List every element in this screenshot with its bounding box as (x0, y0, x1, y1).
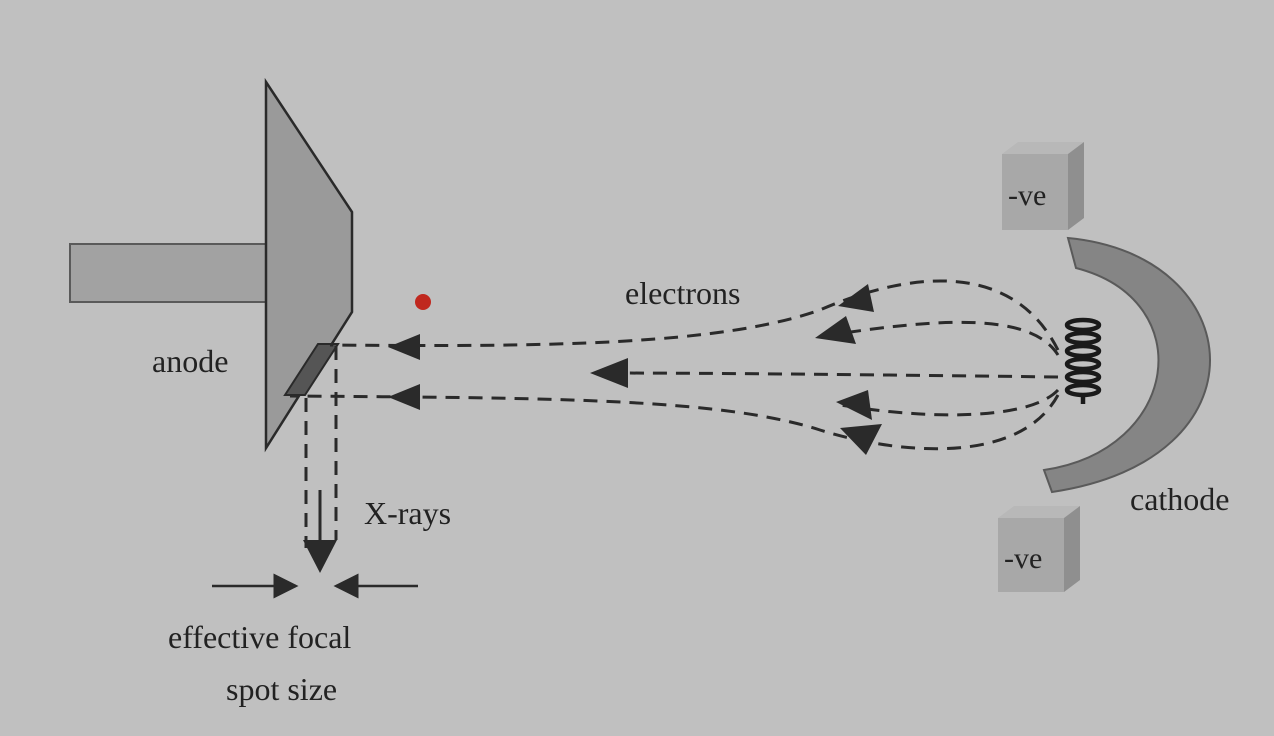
plate-bottom-label: -ve (1004, 542, 1042, 575)
electron-beam-upper (329, 279, 1060, 351)
negative-plate-top (1002, 142, 1084, 230)
electron-arrowheads (388, 284, 882, 455)
arrowhead-beam-center (590, 358, 628, 388)
arrowhead-beam-top-left (388, 334, 420, 360)
electron-beam-center (594, 371, 1059, 379)
arrowhead-upper-outer (838, 284, 874, 312)
focal-spot-label-line2: spot size (226, 671, 337, 707)
xrays-label: X-rays (364, 495, 451, 531)
cathode-label: cathode (1130, 481, 1230, 517)
arrowhead-beam-bottom-left (388, 384, 420, 410)
electrons-label: electrons (625, 275, 741, 311)
electron-beam-lower (289, 394, 1060, 451)
anode-label: anode (152, 343, 228, 379)
cathode-cup (1042, 236, 1211, 494)
xray-arrowhead (303, 540, 337, 573)
arrowhead-lower-inner (836, 390, 872, 420)
anode-disc (264, 77, 354, 453)
focal-spot-label-line1: effective focal (168, 619, 351, 655)
anode-rod (69, 243, 271, 303)
negative-plate-bottom (998, 506, 1080, 592)
filament-coil (1064, 317, 1102, 404)
electron-beams (289, 279, 1060, 451)
xray-beam (304, 346, 338, 548)
arrowhead-lower-outer (840, 424, 882, 455)
plate-top-label: -ve (1008, 179, 1046, 212)
electron-beam-lower-inner (839, 388, 1060, 417)
electron-beam-upper-inner (829, 320, 1060, 356)
arrowhead-upper-inner (815, 316, 856, 344)
red-marker-dot (415, 294, 431, 310)
